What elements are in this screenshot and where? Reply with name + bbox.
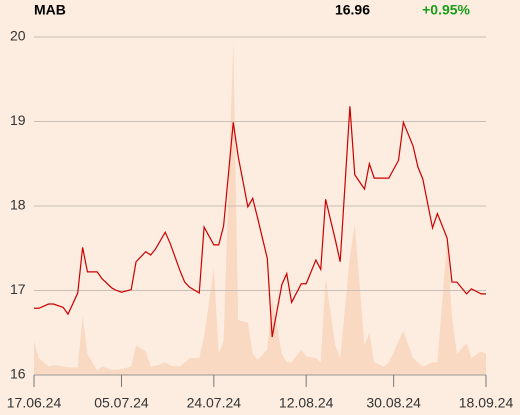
volume-area — [34, 41, 486, 375]
x-tick-label: 17.06.24 — [7, 395, 62, 411]
change: +0.95% — [422, 2, 470, 18]
y-tick-label: 16 — [10, 366, 26, 382]
y-tick-label: 19 — [10, 112, 26, 128]
y-tick-label: 17 — [10, 281, 26, 297]
price: 16.96 — [335, 2, 370, 18]
ticker: MAB — [34, 2, 66, 18]
x-tick-label: 18.09.24 — [459, 395, 514, 411]
y-tick-label: 20 — [10, 28, 26, 44]
price-line — [34, 106, 486, 338]
x-tick-label: 05.07.24 — [94, 395, 149, 411]
x-tick-label: 30.08.24 — [366, 395, 421, 411]
y-tick-label: 18 — [10, 197, 26, 213]
x-tick-label: 24.07.24 — [187, 395, 242, 411]
x-tick-label: 12.08.24 — [279, 395, 334, 411]
